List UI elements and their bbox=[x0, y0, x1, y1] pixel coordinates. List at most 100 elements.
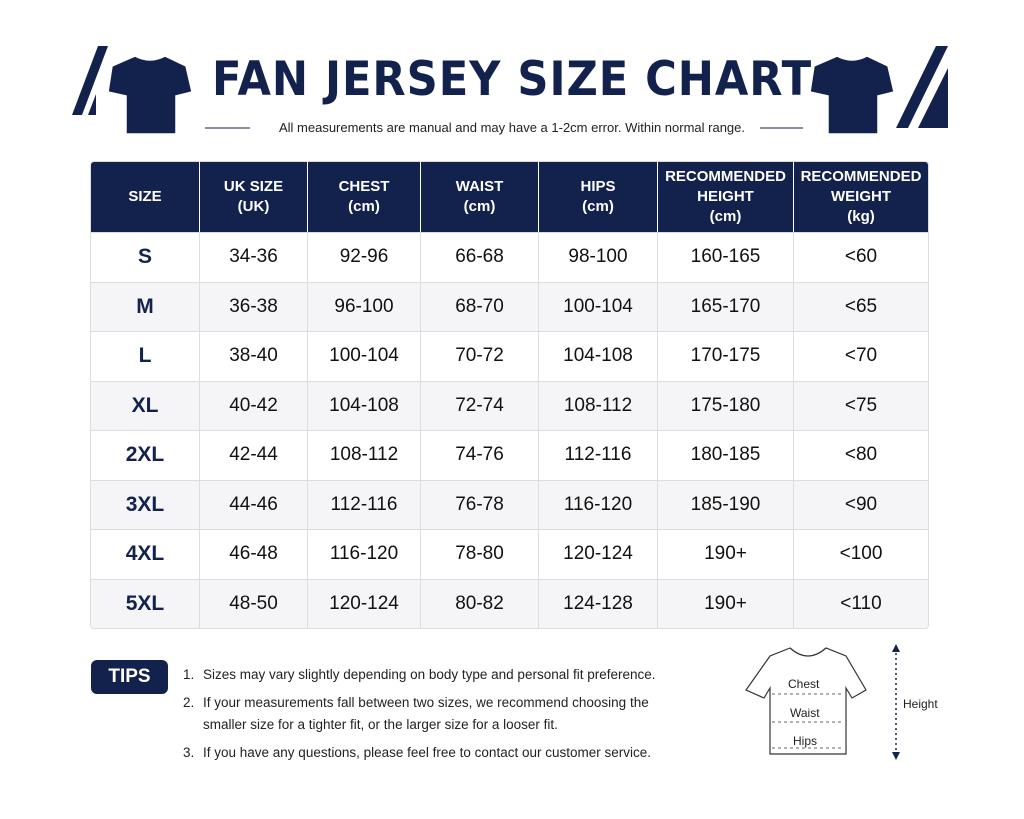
table-row: S 34-36 92-96 66-68 98-100 160-165 <60 bbox=[91, 232, 928, 282]
header-text: RECOMMENDED bbox=[665, 168, 786, 185]
value-cell: 46-48 bbox=[200, 530, 308, 579]
tip-item: 1. Sizes may vary slightly depending on b… bbox=[183, 664, 683, 686]
table-row: XL 40-42 104-108 72-74 108-112 175-180 <75 bbox=[91, 380, 928, 430]
tip-text: If you have any questions, please feel f… bbox=[203, 745, 651, 760]
size-cell: S bbox=[91, 233, 200, 282]
value-cell: 185-190 bbox=[658, 480, 794, 529]
value-cell: 92-96 bbox=[308, 233, 421, 282]
tips-label: TIPS bbox=[91, 660, 168, 694]
header-cell: UK SIZE (UK) bbox=[200, 162, 308, 232]
header-cell: SIZE bbox=[91, 162, 200, 232]
value-cell: 190+ bbox=[658, 579, 794, 628]
value-cell: 108-112 bbox=[539, 381, 658, 430]
header-text: HEIGHT bbox=[697, 188, 754, 205]
header-cell: WAIST (cm) bbox=[421, 162, 539, 232]
header-cell: RECOMMENDED WEIGHT (kg) bbox=[794, 162, 928, 232]
value-cell: 116-120 bbox=[308, 530, 421, 579]
table-row: 2XL 42-44 108-112 74-76 112-116 180-185 <80 bbox=[91, 430, 928, 480]
header-cell: RECOMMENDED HEIGHT (cm) bbox=[658, 162, 794, 232]
header-text: (UK) bbox=[237, 198, 270, 215]
header-text: WEIGHT bbox=[831, 188, 891, 205]
size-cell: 2XL bbox=[91, 431, 200, 480]
value-cell: 124-128 bbox=[539, 579, 658, 628]
header-text: SIZE bbox=[128, 188, 162, 205]
value-cell: 104-108 bbox=[539, 332, 658, 381]
size-cell: 4XL bbox=[91, 530, 200, 579]
hips-label: Hips bbox=[793, 734, 818, 748]
value-cell: 190+ bbox=[658, 530, 794, 579]
value-cell: 180-185 bbox=[658, 431, 794, 480]
header-text: (cm) bbox=[463, 198, 496, 215]
tips-list: 1. Sizes may vary slightly depending on b… bbox=[183, 664, 683, 770]
table-row: 5XL 48-50 120-124 80-82 124-128 190+ <110 bbox=[91, 578, 928, 628]
value-cell: 100-104 bbox=[308, 332, 421, 381]
value-cell: 160-165 bbox=[658, 233, 794, 282]
value-cell: 40-42 bbox=[200, 381, 308, 430]
header-text: (cm) bbox=[348, 198, 380, 215]
size-cell: M bbox=[91, 282, 200, 331]
header-text: UK SIZE bbox=[223, 178, 284, 195]
value-cell: <70 bbox=[844, 345, 878, 367]
value-cell: 98-100 bbox=[539, 233, 658, 282]
value-cell: 120-124 bbox=[308, 579, 421, 628]
header-cell: CHEST (cm) bbox=[308, 162, 421, 232]
tip-item: 3. If you have any questions, please feel… bbox=[183, 742, 683, 764]
value-cell: 72-74 bbox=[421, 381, 539, 430]
header-text: RECOMMENDED bbox=[800, 168, 922, 185]
waist-label: Waist bbox=[790, 706, 820, 720]
value-cell: <65 bbox=[844, 295, 878, 317]
size-cell: 3XL bbox=[91, 480, 200, 529]
value-cell: 70-72 bbox=[421, 332, 539, 381]
value-cell: 36-38 bbox=[200, 282, 308, 331]
header-text: CHEST bbox=[338, 178, 390, 195]
value-cell: 34-36 bbox=[200, 233, 308, 282]
value-cell: 78-80 bbox=[421, 530, 539, 579]
value-cell: 96-100 bbox=[308, 282, 421, 331]
value-cell: 112-116 bbox=[539, 431, 658, 480]
tip-number: 3. bbox=[183, 745, 195, 760]
value-cell: 120-124 bbox=[539, 530, 658, 579]
value-cell: <75 bbox=[844, 394, 878, 416]
value-cell: 165-170 bbox=[658, 282, 794, 331]
value-cell: 80-82 bbox=[421, 579, 539, 628]
value-cell: 175-180 bbox=[658, 381, 794, 430]
tip-number: 2. bbox=[183, 695, 195, 710]
value-cell: 38-40 bbox=[200, 332, 308, 381]
value-cell: 48-50 bbox=[200, 579, 308, 628]
value-cell: 100-104 bbox=[539, 282, 658, 331]
size-cell: XL bbox=[91, 381, 200, 430]
value-cell: <60 bbox=[844, 246, 878, 268]
title: FAN JERSEY SIZE CHART bbox=[212, 52, 812, 107]
table-row: L 38-40 100-104 70-72 104-108 170-175 <70 bbox=[91, 331, 928, 381]
tip-number: 1. bbox=[183, 667, 195, 682]
header-text: (cm) bbox=[709, 208, 742, 225]
value-cell: 170-175 bbox=[658, 332, 794, 381]
chest-label: Chest bbox=[788, 677, 820, 691]
value-cell: 112-116 bbox=[308, 480, 421, 529]
value-cell: <110 bbox=[840, 592, 882, 614]
subtitle: All measurements are manual and may have… bbox=[278, 120, 746, 135]
value-cell: 74-76 bbox=[421, 431, 539, 480]
value-cell: 108-112 bbox=[308, 431, 421, 480]
value-cell: <80 bbox=[844, 444, 878, 466]
value-cell: 42-44 bbox=[200, 431, 308, 480]
header-cell: HIPS (cm) bbox=[539, 162, 658, 232]
size-cell: L bbox=[91, 332, 200, 381]
header-text: (kg) bbox=[847, 208, 875, 225]
table-row: 4XL 46-48 116-120 78-80 120-124 190+ <100 bbox=[91, 529, 928, 579]
value-cell: <100 bbox=[839, 543, 883, 565]
value-cell: 104-108 bbox=[308, 381, 421, 430]
height-label: Height bbox=[903, 697, 938, 711]
value-cell: 76-78 bbox=[421, 480, 539, 529]
header-text: (cm) bbox=[582, 198, 614, 215]
tip-item: 2. If your measurements fall between two … bbox=[183, 692, 683, 736]
tip-text: If your measurements fall between two si… bbox=[203, 695, 649, 732]
size-cell: 5XL bbox=[91, 579, 200, 628]
value-cell: 66-68 bbox=[421, 233, 539, 282]
header-row: SIZE UK SIZE (UK) CHEST (cm) WAIST (cm) HIPS (cm… bbox=[91, 162, 928, 232]
size-table: SIZE UK SIZE (UK) CHEST (cm) WAIST (cm) HIPS (cm… bbox=[90, 161, 929, 629]
value-cell: 68-70 bbox=[421, 282, 539, 331]
value-cell: 116-120 bbox=[539, 480, 658, 529]
